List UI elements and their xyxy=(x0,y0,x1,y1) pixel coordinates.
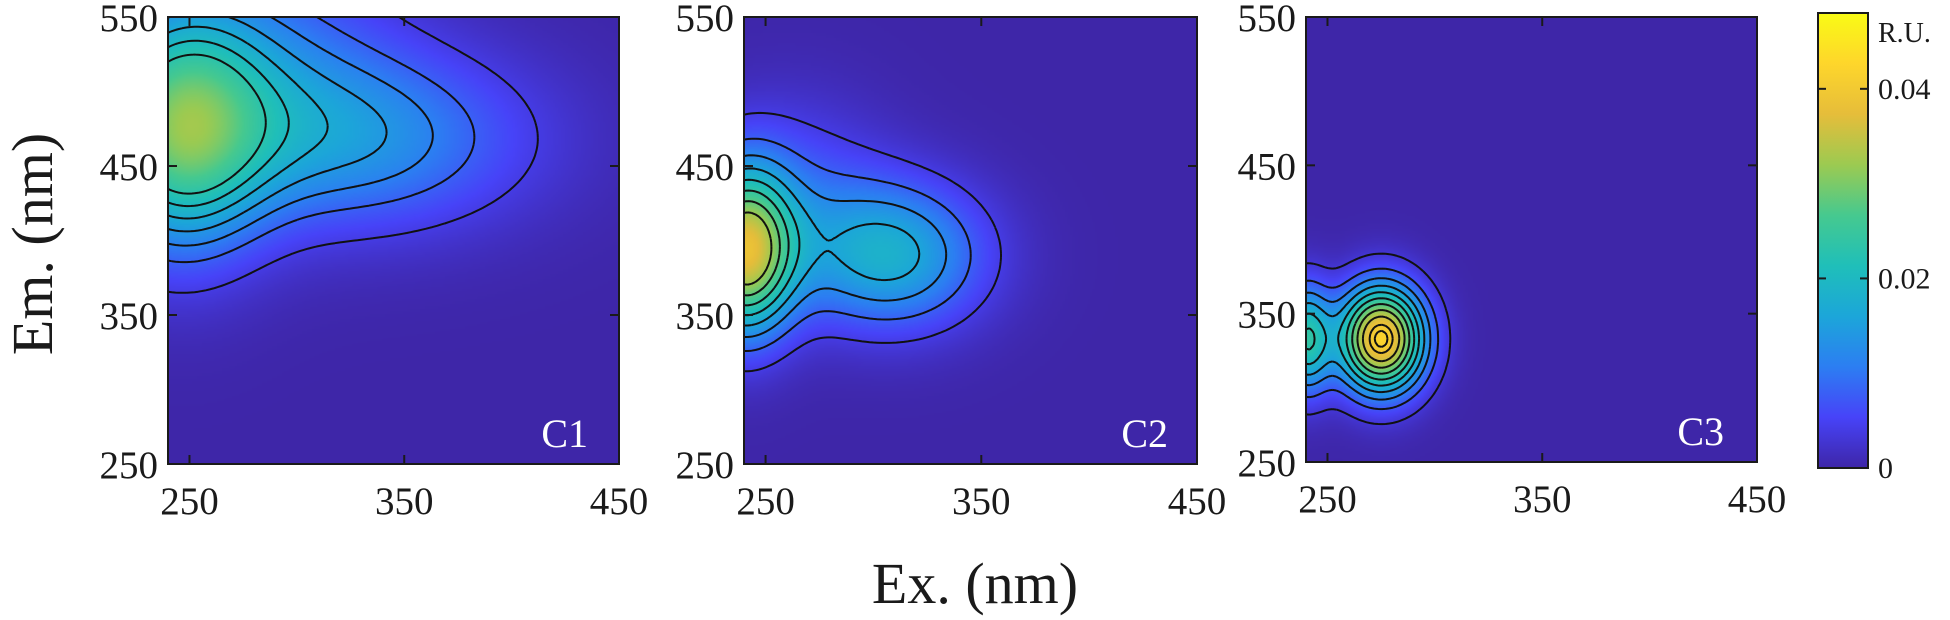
y-tick-label: 450 xyxy=(1238,145,1297,188)
panel-c1: 250 350 450 250 350 450 550 C1 xyxy=(100,0,649,523)
y-tick-label: 350 xyxy=(1238,294,1297,337)
panel-c2-ticks: 250 350 450 250 350 450 550 xyxy=(676,0,1227,523)
panel-c1-label: C1 xyxy=(541,411,588,456)
y-tick-label: 350 xyxy=(100,295,159,338)
contour-line xyxy=(1305,277,1432,401)
contour-line xyxy=(1305,252,1452,426)
panel-c2-contours xyxy=(743,111,1002,373)
y-tick-label: 550 xyxy=(676,0,735,40)
y-axis-title: Em. (nm) xyxy=(0,133,65,355)
x-tick-label: 450 xyxy=(590,480,649,523)
y-tick-label: 550 xyxy=(100,0,159,40)
contour-line xyxy=(1305,267,1440,411)
contour-line xyxy=(167,39,290,208)
colorbar-frame xyxy=(1817,12,1869,469)
panel-c1-frame xyxy=(167,16,620,465)
colorbar: R.U. 0 0.02 0.04 xyxy=(1817,12,1931,485)
contour-line xyxy=(1373,329,1389,348)
x-tick-label: 450 xyxy=(1168,480,1227,523)
y-tick-label: 450 xyxy=(100,146,159,189)
x-tick-label: 250 xyxy=(1298,478,1357,521)
x-tick-label: 350 xyxy=(952,480,1011,523)
contour-line xyxy=(743,200,781,297)
y-tick-label: 350 xyxy=(676,295,735,338)
x-axis-title: Ex. (nm) xyxy=(872,551,1078,616)
y-tick-label: 250 xyxy=(100,444,159,487)
panel-c2-heatmap-image xyxy=(744,17,1197,464)
colorbar-ticks: 0 0.02 0.04 xyxy=(1818,73,1931,485)
colorbar-tick-label: 0 xyxy=(1878,452,1893,485)
panel-c3-heatmap-image xyxy=(1306,17,1757,462)
colorbar-tick-label: 0.02 xyxy=(1878,262,1931,295)
panel-c3: 250 350 450 250 350 450 550 C3 xyxy=(1238,0,1787,521)
contour-line xyxy=(1361,315,1401,363)
panel-c3-frame xyxy=(1305,16,1758,463)
panel-c1-heatmap xyxy=(168,17,619,464)
contour-line xyxy=(743,167,921,327)
panel-c3-label: C3 xyxy=(1677,409,1724,454)
colorbar-label: R.U. xyxy=(1878,18,1931,49)
colorbar-tick-label: 0.04 xyxy=(1878,73,1931,106)
contour-line xyxy=(1356,309,1406,369)
panel-c1-ticks: 250 350 450 250 350 450 550 xyxy=(100,0,649,523)
panel-c3-ticks: 250 350 450 250 350 450 550 xyxy=(1238,0,1787,521)
x-tick-label: 450 xyxy=(1728,478,1787,521)
y-tick-label: 250 xyxy=(1238,442,1297,485)
panel-c3-contours xyxy=(1305,252,1452,426)
contour-line xyxy=(1305,297,1416,381)
contour-line xyxy=(1351,303,1411,375)
contour-line xyxy=(743,211,773,286)
y-tick-label: 450 xyxy=(676,146,735,189)
panel-c1-heatmap-image xyxy=(168,17,619,464)
contour-line xyxy=(743,189,790,307)
x-tick-label: 350 xyxy=(1513,478,1572,521)
x-tick-label: 250 xyxy=(736,480,795,523)
contour-line xyxy=(1368,323,1394,355)
contour-line xyxy=(743,137,972,352)
contour-line xyxy=(743,154,948,338)
panel-c2: 250 350 450 250 350 450 550 C2 xyxy=(676,0,1227,523)
y-tick-label: 250 xyxy=(676,444,735,487)
panel-c1-contours xyxy=(167,16,539,294)
contour-line xyxy=(1305,291,1421,387)
panel-c2-label: C2 xyxy=(1121,411,1168,456)
x-tick-label: 350 xyxy=(375,480,434,523)
y-tick-label: 550 xyxy=(1238,0,1297,40)
x-tick-label: 250 xyxy=(160,480,219,523)
contour-line xyxy=(743,178,801,317)
panel-c3-heatmap xyxy=(1306,17,1757,462)
panel-c2-heatmap xyxy=(744,17,1197,464)
contour-line xyxy=(743,111,1002,373)
contour-line xyxy=(167,25,329,220)
colorbar-gradient xyxy=(1818,13,1868,468)
contour-line xyxy=(167,53,267,195)
contour-line xyxy=(1305,284,1426,394)
panel-c2-frame xyxy=(743,16,1198,465)
